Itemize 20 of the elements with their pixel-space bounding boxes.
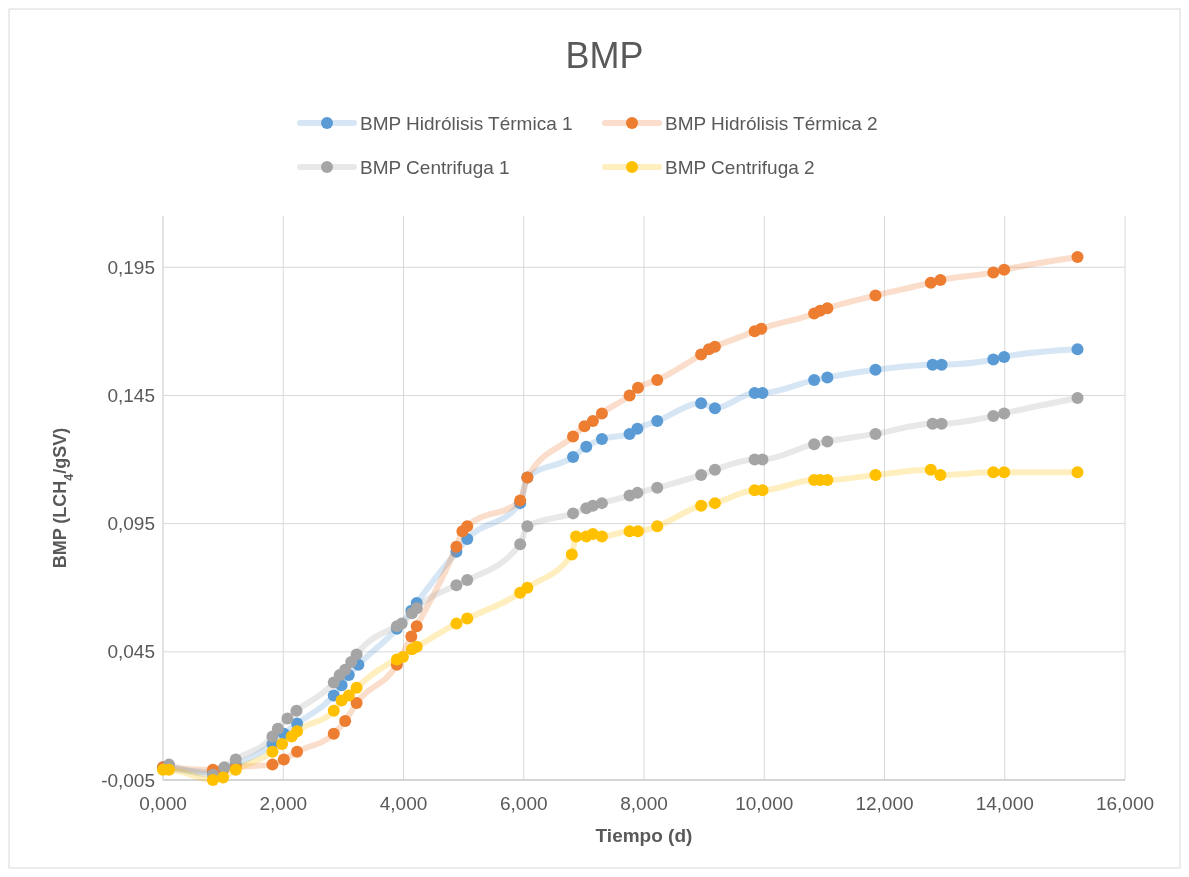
x-tick-label: 14,000: [975, 793, 1034, 814]
x-tick-label: 0,000: [139, 793, 187, 814]
y-tick-label: 0,095: [107, 513, 155, 535]
x-tick-label: 4,000: [379, 793, 428, 814]
chart-title: BMP: [565, 35, 644, 76]
legend-label: BMP Centrifuga 2: [665, 156, 815, 178]
x-tick-label: 16,000: [1095, 793, 1155, 814]
y-tick-label: 0,195: [107, 256, 155, 278]
y-tick-label: 0,045: [107, 641, 155, 663]
x-tick-label: 2,000: [259, 793, 308, 814]
legend-label: BMP Centrifuga 1: [360, 156, 510, 178]
x-tick-label: 12,000: [855, 793, 914, 814]
legend-label: BMP Hidrólisis Térmica 1: [360, 112, 573, 134]
y-tick-label: -0,005: [101, 769, 155, 791]
x-tick-label: 8,000: [620, 793, 668, 814]
x-tick-label: 6,000: [499, 793, 548, 814]
x-axis-title: Tiempo (d): [595, 825, 693, 846]
legend-label: BMP Hidrólisis Térmica 2: [665, 112, 878, 134]
y-tick-label: 0,145: [107, 385, 155, 407]
x-tick-label: 10,000: [735, 793, 794, 814]
